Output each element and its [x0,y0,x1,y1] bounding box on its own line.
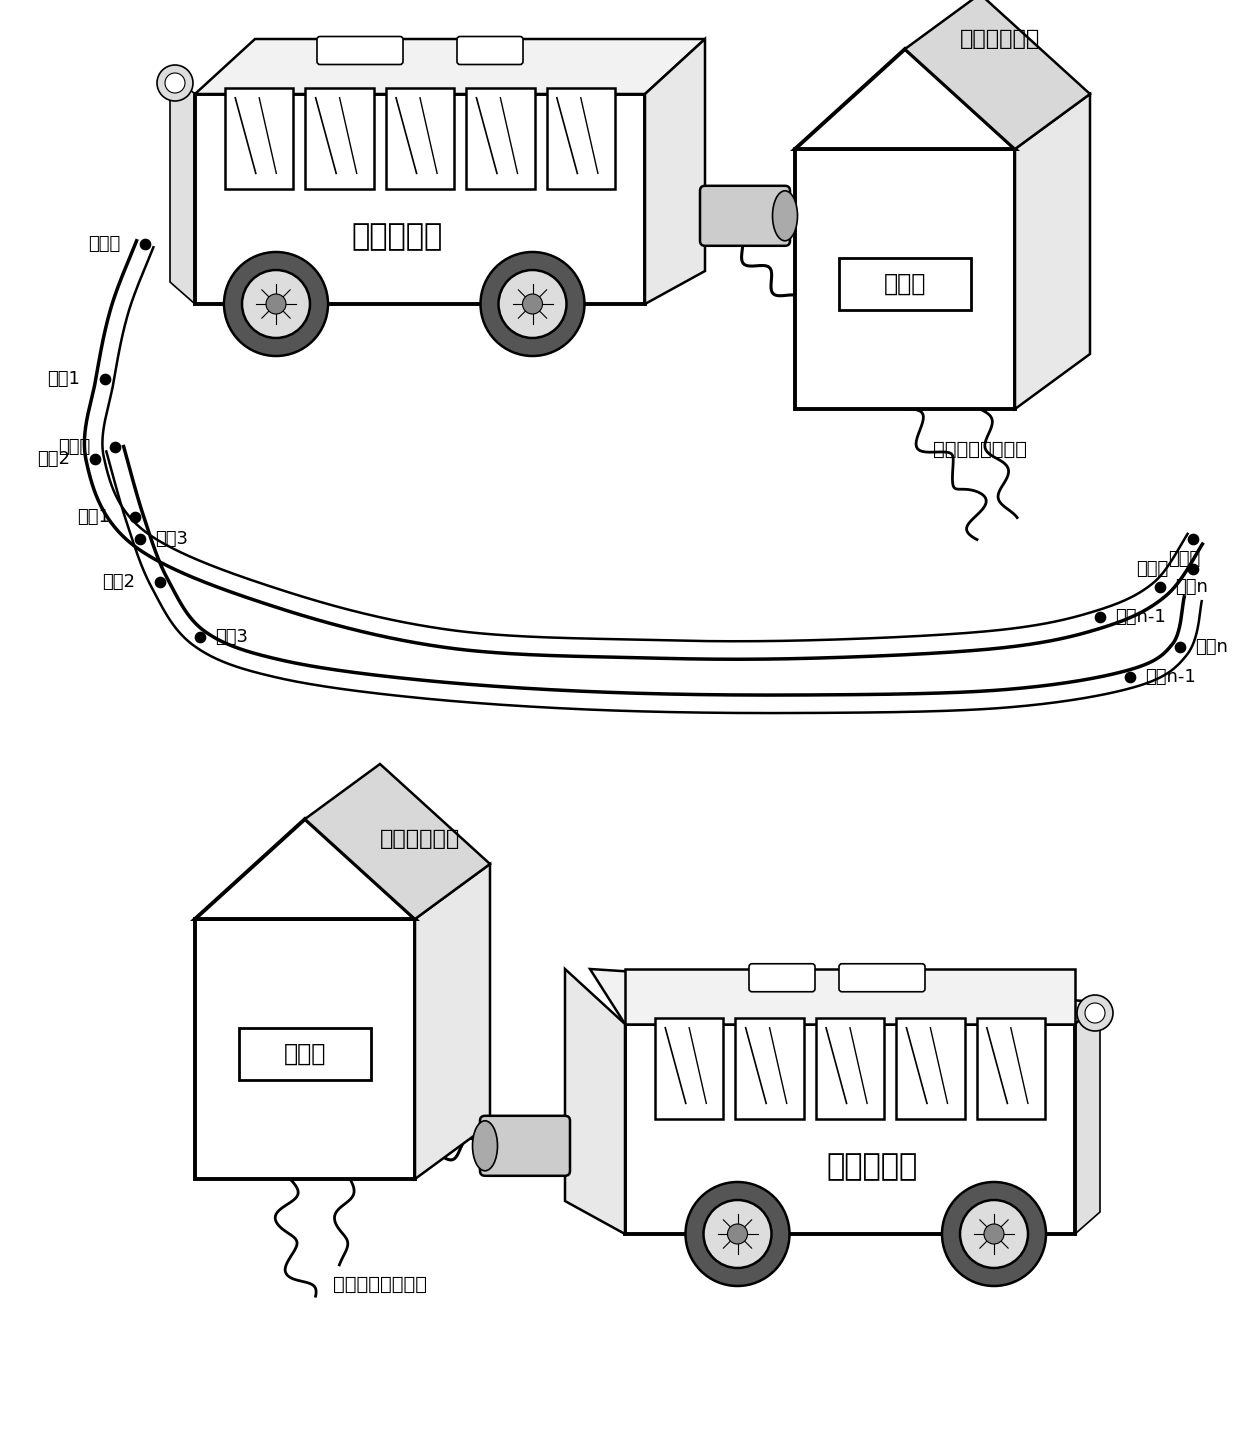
Text: 站点n-1: 站点n-1 [1145,668,1195,686]
Polygon shape [655,1017,723,1118]
Text: 站点2: 站点2 [37,450,69,468]
Polygon shape [795,150,1016,409]
FancyBboxPatch shape [701,186,790,246]
FancyBboxPatch shape [317,36,403,65]
Text: 电动公交车: 电动公交车 [352,222,443,252]
Polygon shape [590,968,1100,1025]
Circle shape [165,73,185,94]
Text: 站点1: 站点1 [47,370,81,389]
Point [130,528,150,551]
Circle shape [960,1200,1028,1268]
Circle shape [224,252,329,355]
Point [1120,665,1140,688]
Circle shape [728,1225,748,1243]
Text: 终点站: 终点站 [1168,550,1200,568]
Polygon shape [905,0,1090,150]
Circle shape [157,65,193,101]
Polygon shape [977,1017,1045,1118]
FancyBboxPatch shape [839,964,925,991]
Text: 公交车枢纽站: 公交车枢纽站 [379,829,460,849]
Point [135,233,155,256]
Polygon shape [305,764,490,920]
Polygon shape [547,88,615,189]
Text: 制冷系统夜间蓄冰: 制冷系统夜间蓄冰 [932,439,1027,459]
Polygon shape [195,819,415,920]
Polygon shape [645,39,706,304]
Point [1183,528,1203,551]
Polygon shape [897,1017,965,1118]
Polygon shape [305,88,373,189]
Polygon shape [386,88,454,189]
Text: 储冷室: 储冷室 [284,1042,326,1066]
Circle shape [985,1225,1004,1243]
Text: 站点3: 站点3 [215,627,248,646]
FancyBboxPatch shape [480,1115,570,1176]
Ellipse shape [472,1121,497,1171]
Polygon shape [795,49,1016,150]
Point [1090,606,1110,629]
Circle shape [703,1200,771,1268]
Circle shape [498,271,567,338]
Circle shape [1085,1003,1105,1023]
Point [1149,576,1169,599]
Text: 站点n: 站点n [1195,637,1228,656]
Circle shape [686,1181,790,1286]
Text: 站点1: 站点1 [77,508,110,527]
Polygon shape [195,39,706,94]
Ellipse shape [773,191,797,240]
Circle shape [242,271,310,338]
Polygon shape [1075,1002,1100,1235]
FancyBboxPatch shape [749,964,815,991]
Polygon shape [415,863,490,1179]
Bar [239,1029,371,1081]
Point [125,505,145,528]
Polygon shape [816,1017,884,1118]
Text: 始发站: 始发站 [58,437,91,456]
Circle shape [522,294,543,314]
Text: 公交车枢纽站: 公交车枢纽站 [960,29,1040,49]
Polygon shape [170,72,195,304]
Text: 站点2: 站点2 [102,573,135,591]
Point [1171,636,1190,659]
Polygon shape [466,88,534,189]
Polygon shape [565,968,625,1235]
Text: 终点站: 终点站 [1136,560,1168,578]
Polygon shape [1016,94,1090,409]
Text: 储冷室: 储冷室 [884,272,926,296]
Text: 制冷系统夜间蓄冰: 制冷系统夜间蓄冰 [334,1275,427,1294]
Point [95,367,115,390]
Circle shape [267,294,286,314]
Text: 站点n: 站点n [1176,578,1208,596]
FancyBboxPatch shape [458,36,523,65]
Point [86,448,105,471]
Polygon shape [625,968,1075,1025]
Polygon shape [195,920,415,1179]
Circle shape [942,1181,1047,1286]
Text: 站点n-1: 站点n-1 [1115,609,1166,626]
Point [105,436,125,459]
Circle shape [481,252,584,355]
Polygon shape [224,88,294,189]
Point [1183,557,1203,580]
Circle shape [1078,994,1114,1030]
Polygon shape [625,1025,1075,1235]
Polygon shape [195,94,645,304]
Text: 电动公交车: 电动公交车 [827,1153,918,1181]
Text: 站点3: 站点3 [155,530,188,548]
Text: 始发站: 始发站 [88,235,120,253]
Bar [839,258,971,311]
Point [190,626,210,649]
Polygon shape [735,1017,804,1118]
Point [150,570,170,593]
